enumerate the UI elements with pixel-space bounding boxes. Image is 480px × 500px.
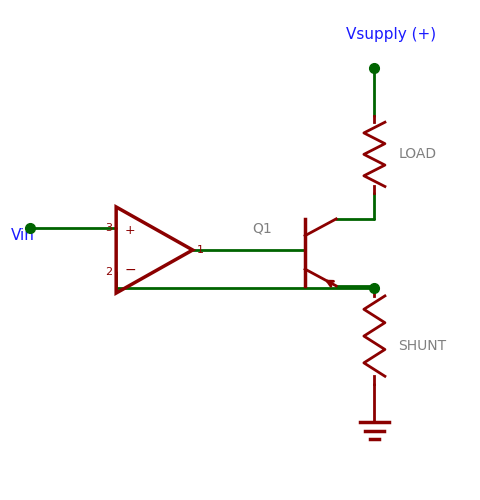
- Text: +: +: [124, 224, 135, 237]
- Text: −: −: [124, 262, 136, 276]
- Text: 3: 3: [105, 224, 112, 234]
- Text: LOAD: LOAD: [397, 148, 435, 162]
- Text: 1: 1: [196, 245, 203, 255]
- Text: Vin: Vin: [11, 228, 35, 243]
- Text: 2: 2: [105, 266, 112, 276]
- Text: Vsupply (+): Vsupply (+): [345, 28, 435, 42]
- Text: SHUNT: SHUNT: [397, 338, 445, 352]
- Text: Q1: Q1: [252, 222, 271, 235]
